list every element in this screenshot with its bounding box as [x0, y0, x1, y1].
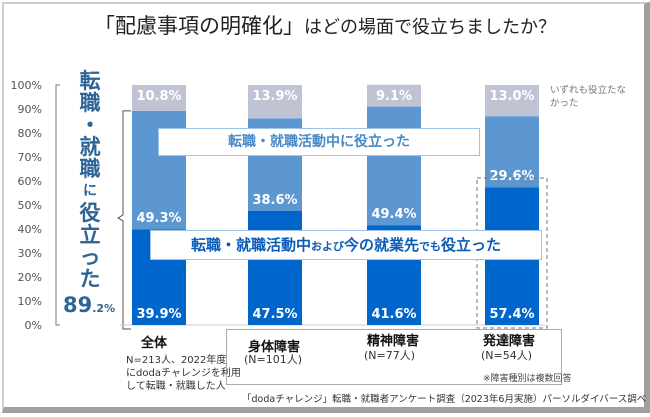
callout-char: っ	[79, 245, 101, 269]
bar-segment	[248, 85, 302, 119]
y-tick-label: 20%	[18, 271, 42, 284]
note-line: N=213人、2022年度	[126, 355, 227, 366]
category-n: (N=54人)	[481, 349, 533, 362]
callout-char: に	[83, 183, 97, 199]
lower-part: および	[310, 240, 344, 253]
callout-total-decimal: .2%	[92, 302, 116, 315]
data-label: 38.6%	[252, 193, 297, 208]
data-label: 29.6%	[489, 169, 534, 184]
y-tick-label: 90%	[18, 103, 42, 116]
disability-type-box	[226, 329, 562, 385]
y-tick-label: 50%	[18, 199, 42, 212]
source-note: 「dodaチャレンジ」転職・就職者アンケート調査（2023年6月実施）パーソルダ…	[242, 394, 647, 405]
data-label: 41.6%	[371, 307, 416, 322]
lower-part: 今の就業先	[343, 236, 419, 254]
series-label-none: いずれも役立たなかった	[550, 85, 627, 109]
multi-answer-note: ※障害種別は複数回答	[483, 374, 572, 384]
callout-char: た	[79, 267, 101, 291]
callout-char: 職	[79, 91, 101, 115]
bar-segment	[485, 85, 539, 117]
brace	[117, 110, 131, 330]
note-line: して転職・就職した人	[126, 381, 226, 392]
callout-char: 転	[79, 69, 101, 93]
data-label: 13.9%	[252, 89, 297, 104]
data-label: 13.0%	[489, 89, 534, 104]
axis-bracket	[55, 84, 60, 326]
series-label-upper: 転職・就職活動中に役立った	[158, 128, 480, 156]
y-tick-label: 30%	[18, 247, 42, 260]
category-label: 全体	[141, 336, 168, 351]
category-n: (N=77人)	[364, 349, 416, 362]
bar-segment	[367, 84, 421, 107]
category-label: 精神障害	[367, 334, 420, 349]
lower-part: 役立った	[441, 236, 502, 254]
callout-total: 89.2%	[63, 293, 115, 317]
category-label: 身体障害	[248, 340, 301, 355]
series-label-lower: 転職・就職活動中および今の就業先でも役立った	[150, 230, 542, 260]
title-bracket: 「配慮事項の明確化」	[94, 14, 304, 38]
callout-char: 就	[79, 135, 101, 159]
bar-segment	[132, 85, 186, 111]
bar-segment	[485, 116, 539, 188]
data-label: 47.5%	[252, 307, 297, 322]
y-tick-label: 40%	[18, 223, 42, 236]
note-line: にdodaチャレンジを利用	[126, 368, 241, 379]
data-label: 10.8%	[136, 89, 181, 104]
lower-part: でも	[419, 240, 441, 253]
y-tick-label: 100%	[11, 79, 42, 92]
callout-char: ・	[79, 113, 101, 137]
title-rest: はどの場面で役立ちましたか？	[304, 17, 556, 38]
y-tick-label: 0%	[25, 319, 42, 332]
data-label: 49.4%	[371, 207, 416, 222]
lower-part: 転職・就職活動中	[190, 236, 311, 254]
data-label: 9.1%	[376, 89, 412, 104]
callout-char: 職	[79, 157, 101, 181]
data-label: 49.3%	[136, 211, 181, 226]
callout-char: 立	[79, 223, 101, 247]
bar-segment	[367, 106, 421, 226]
y-tick-label: 60%	[18, 175, 42, 188]
callout-char: 役	[79, 201, 101, 225]
category-label: 発達障害	[483, 334, 536, 349]
y-tick-label: 10%	[18, 295, 42, 308]
category-n: (N=101人)	[244, 353, 303, 366]
y-tick-label: 70%	[18, 151, 42, 164]
data-label: 57.4%	[489, 307, 534, 322]
callout-total-value: 89	[63, 293, 93, 317]
note-all: N=213人、2022年度にdodaチャレンジを利用 して転職・就職した人	[126, 354, 241, 393]
y-tick-label: 80%	[18, 127, 42, 140]
data-label: 39.9%	[136, 307, 181, 322]
callout-vertical-text: 転職・就職に役立った	[72, 70, 108, 290]
chart-title: 「配慮事項の明確化」はどの場面で役立ちましたか？	[0, 10, 650, 40]
